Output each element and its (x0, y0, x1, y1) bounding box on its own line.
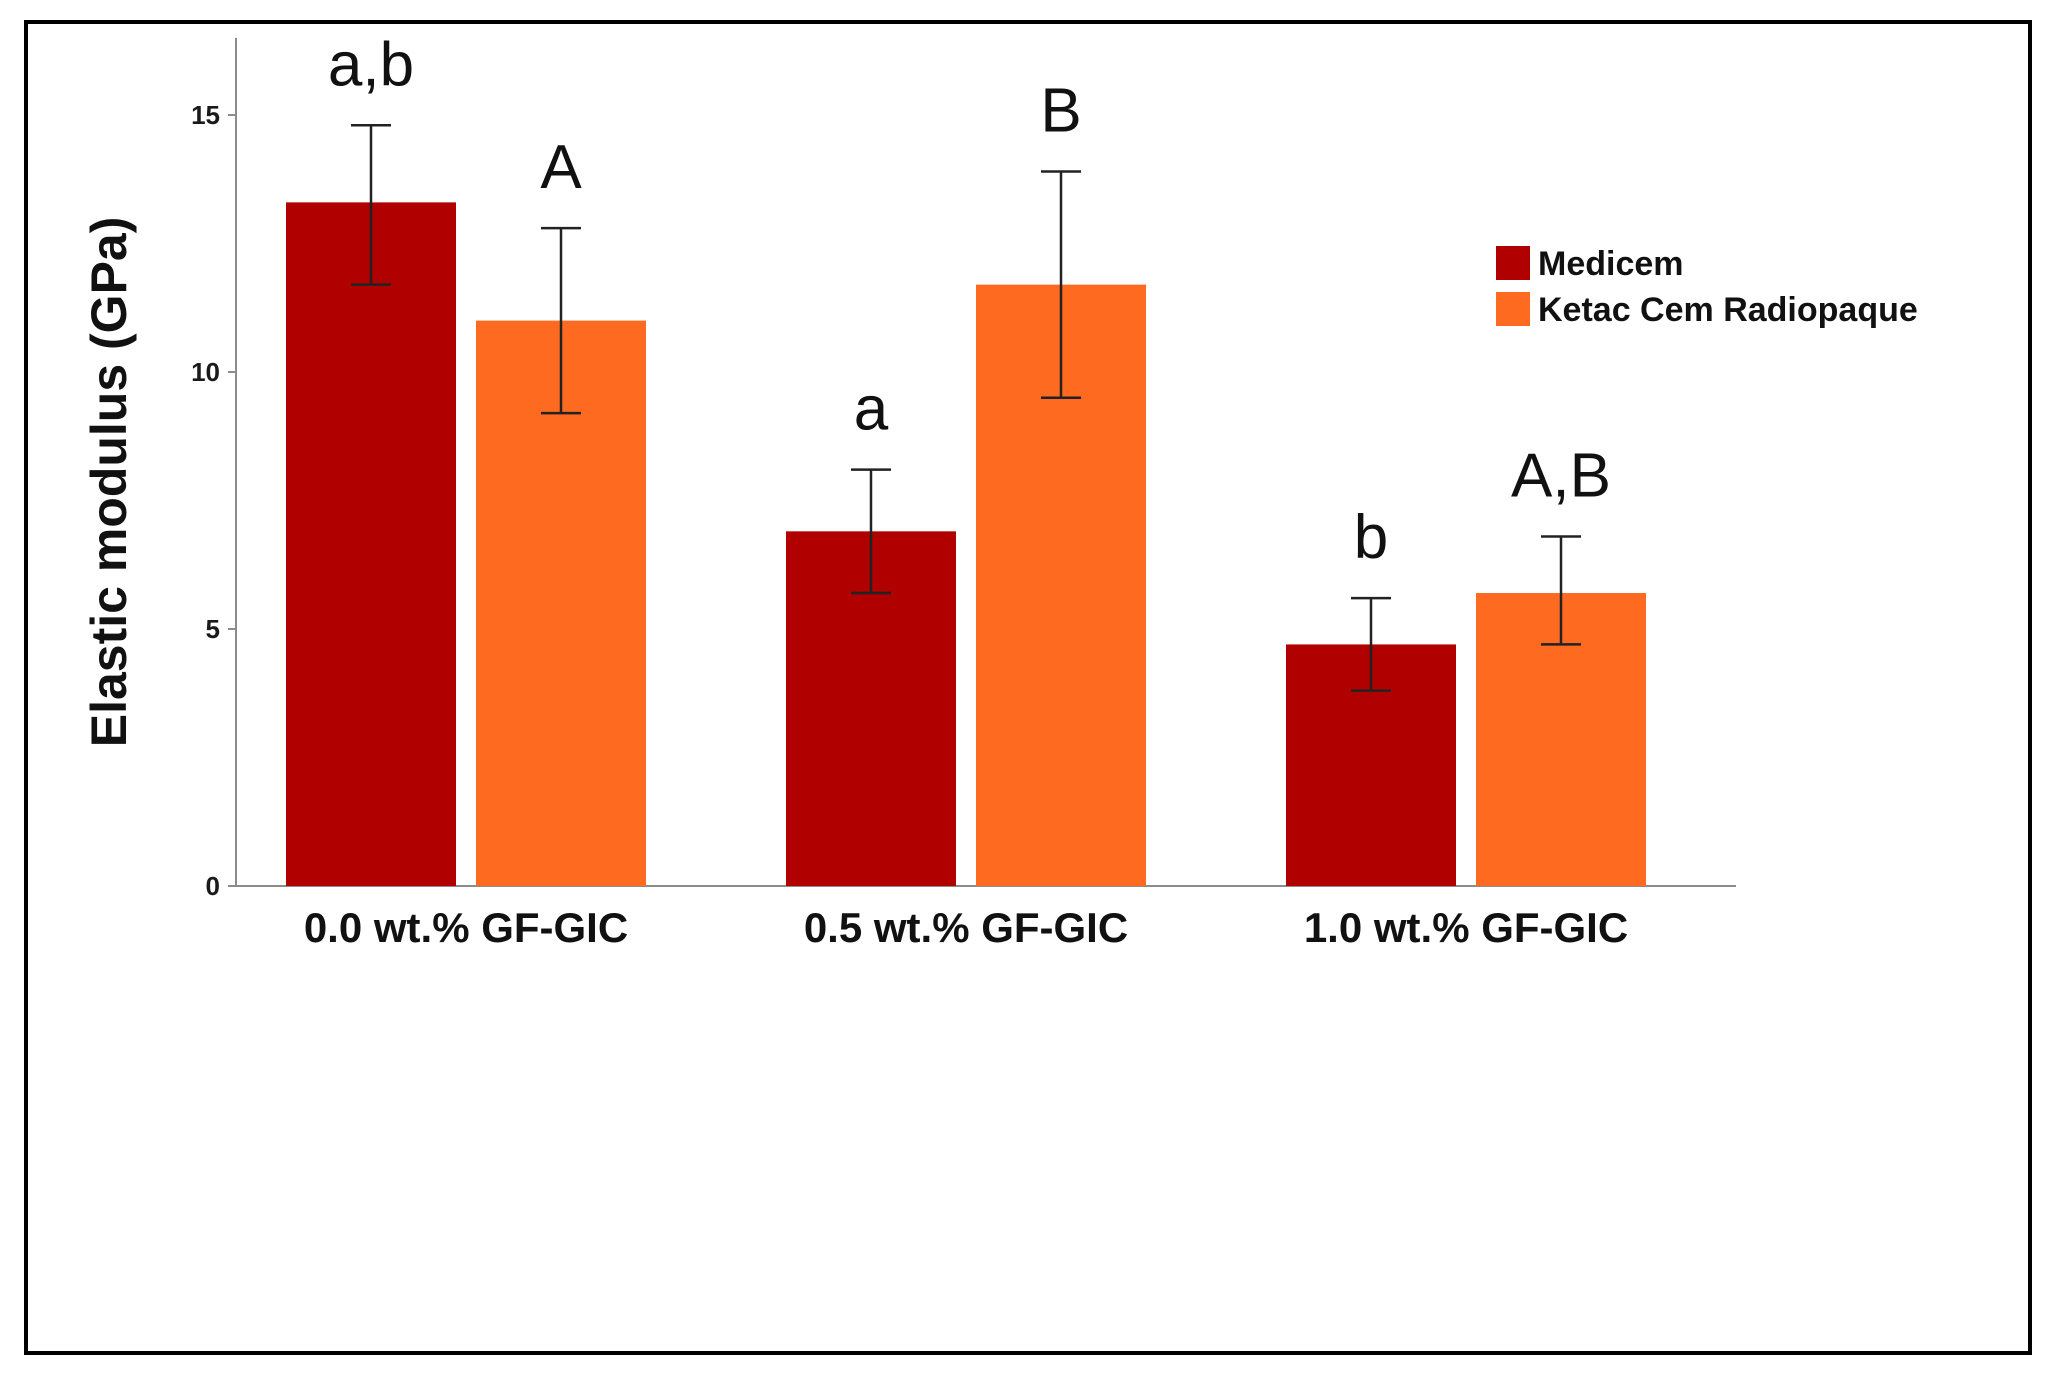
y-tick-label: 5 (206, 614, 220, 644)
significance-label: A (540, 133, 582, 202)
bar (286, 202, 456, 886)
y-tick-label: 10 (191, 357, 220, 387)
error-bars (351, 124, 1581, 692)
significance-labels: a,b Aa Bb A,B (328, 30, 1611, 572)
bar (476, 320, 646, 887)
bars (286, 202, 1646, 887)
significance-label: B (1040, 77, 1081, 146)
x-tick-label: 1.0 wt.% GF-GIC (1304, 904, 1628, 951)
significance-label: b (1354, 503, 1388, 572)
axes: 0 5 10 15 Elastic modulus (GPa) 0.0 wt.% GF-G… (81, 37, 1736, 951)
y-tick-label: 0 (206, 871, 220, 901)
chart-frame: 0 5 10 15 Elastic modulus (GPa) 0.0 wt.% GF-G… (24, 20, 2032, 1355)
legend-label: Medicem (1538, 245, 1684, 283)
legend: Medicem Ketac Cem Radiopaque (1496, 245, 1918, 329)
legend-swatch (1496, 246, 1530, 280)
y-tick-label: 15 (191, 100, 220, 130)
x-tick-label: 0.0 wt.% GF-GIC (304, 904, 628, 951)
significance-label: a (854, 375, 889, 444)
legend-swatch (1496, 292, 1530, 326)
legend-label: Ketac Cem Radiopaque (1538, 291, 1918, 329)
y-axis-title: Elastic modulus (GPa) (81, 217, 137, 748)
significance-label: a,b (328, 30, 414, 99)
x-tick-label: 0.5 wt.% GF-GIC (804, 904, 1128, 951)
bar-chart: 0 5 10 15 Elastic modulus (GPa) 0.0 wt.% GF-G… (81, 30, 1918, 951)
significance-label: A,B (1511, 441, 1611, 510)
